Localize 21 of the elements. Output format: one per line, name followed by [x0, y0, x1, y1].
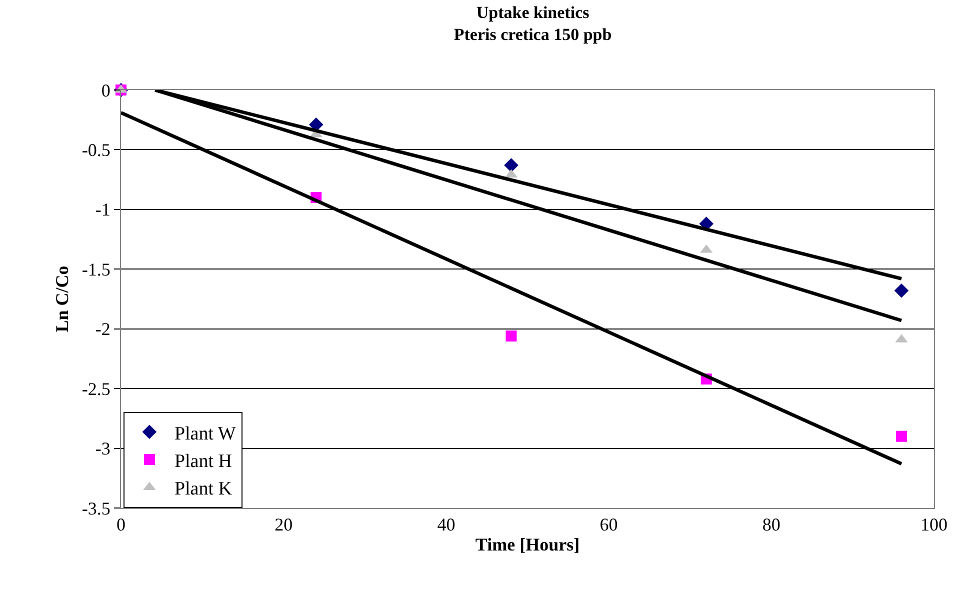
chart-title: Uptake kinetics: [476, 2, 590, 22]
y-tick-label: 0: [101, 80, 110, 100]
y-axis-title: Ln C/Co: [52, 266, 72, 332]
x-tick-label: 0: [116, 514, 126, 535]
y-tick-label: -1: [95, 200, 110, 220]
legend-label: Plant K: [174, 478, 232, 500]
x-tick-label: 20: [274, 514, 293, 535]
y-tick-label: -1.5: [82, 259, 110, 280]
x-tick-label: 40: [437, 514, 456, 535]
y-tick-label: -0.5: [82, 140, 110, 160]
y-tick-label: -3.5: [82, 498, 110, 518]
x-tick-label: 100: [920, 514, 948, 535]
x-axis-title: Time [Hours]: [475, 534, 580, 555]
legend-label: Plant W: [174, 423, 236, 444]
y-tick-label: -2: [95, 319, 110, 340]
x-tick-label: 80: [762, 514, 780, 535]
y-tick-label: -2.5: [82, 378, 110, 399]
x-tick-label: 60: [600, 514, 618, 535]
legend-label: Plant H: [174, 450, 232, 472]
chart-subtitle: Pteris cretica 150 ppb: [454, 24, 612, 44]
y-tick-label: -3: [95, 438, 110, 459]
